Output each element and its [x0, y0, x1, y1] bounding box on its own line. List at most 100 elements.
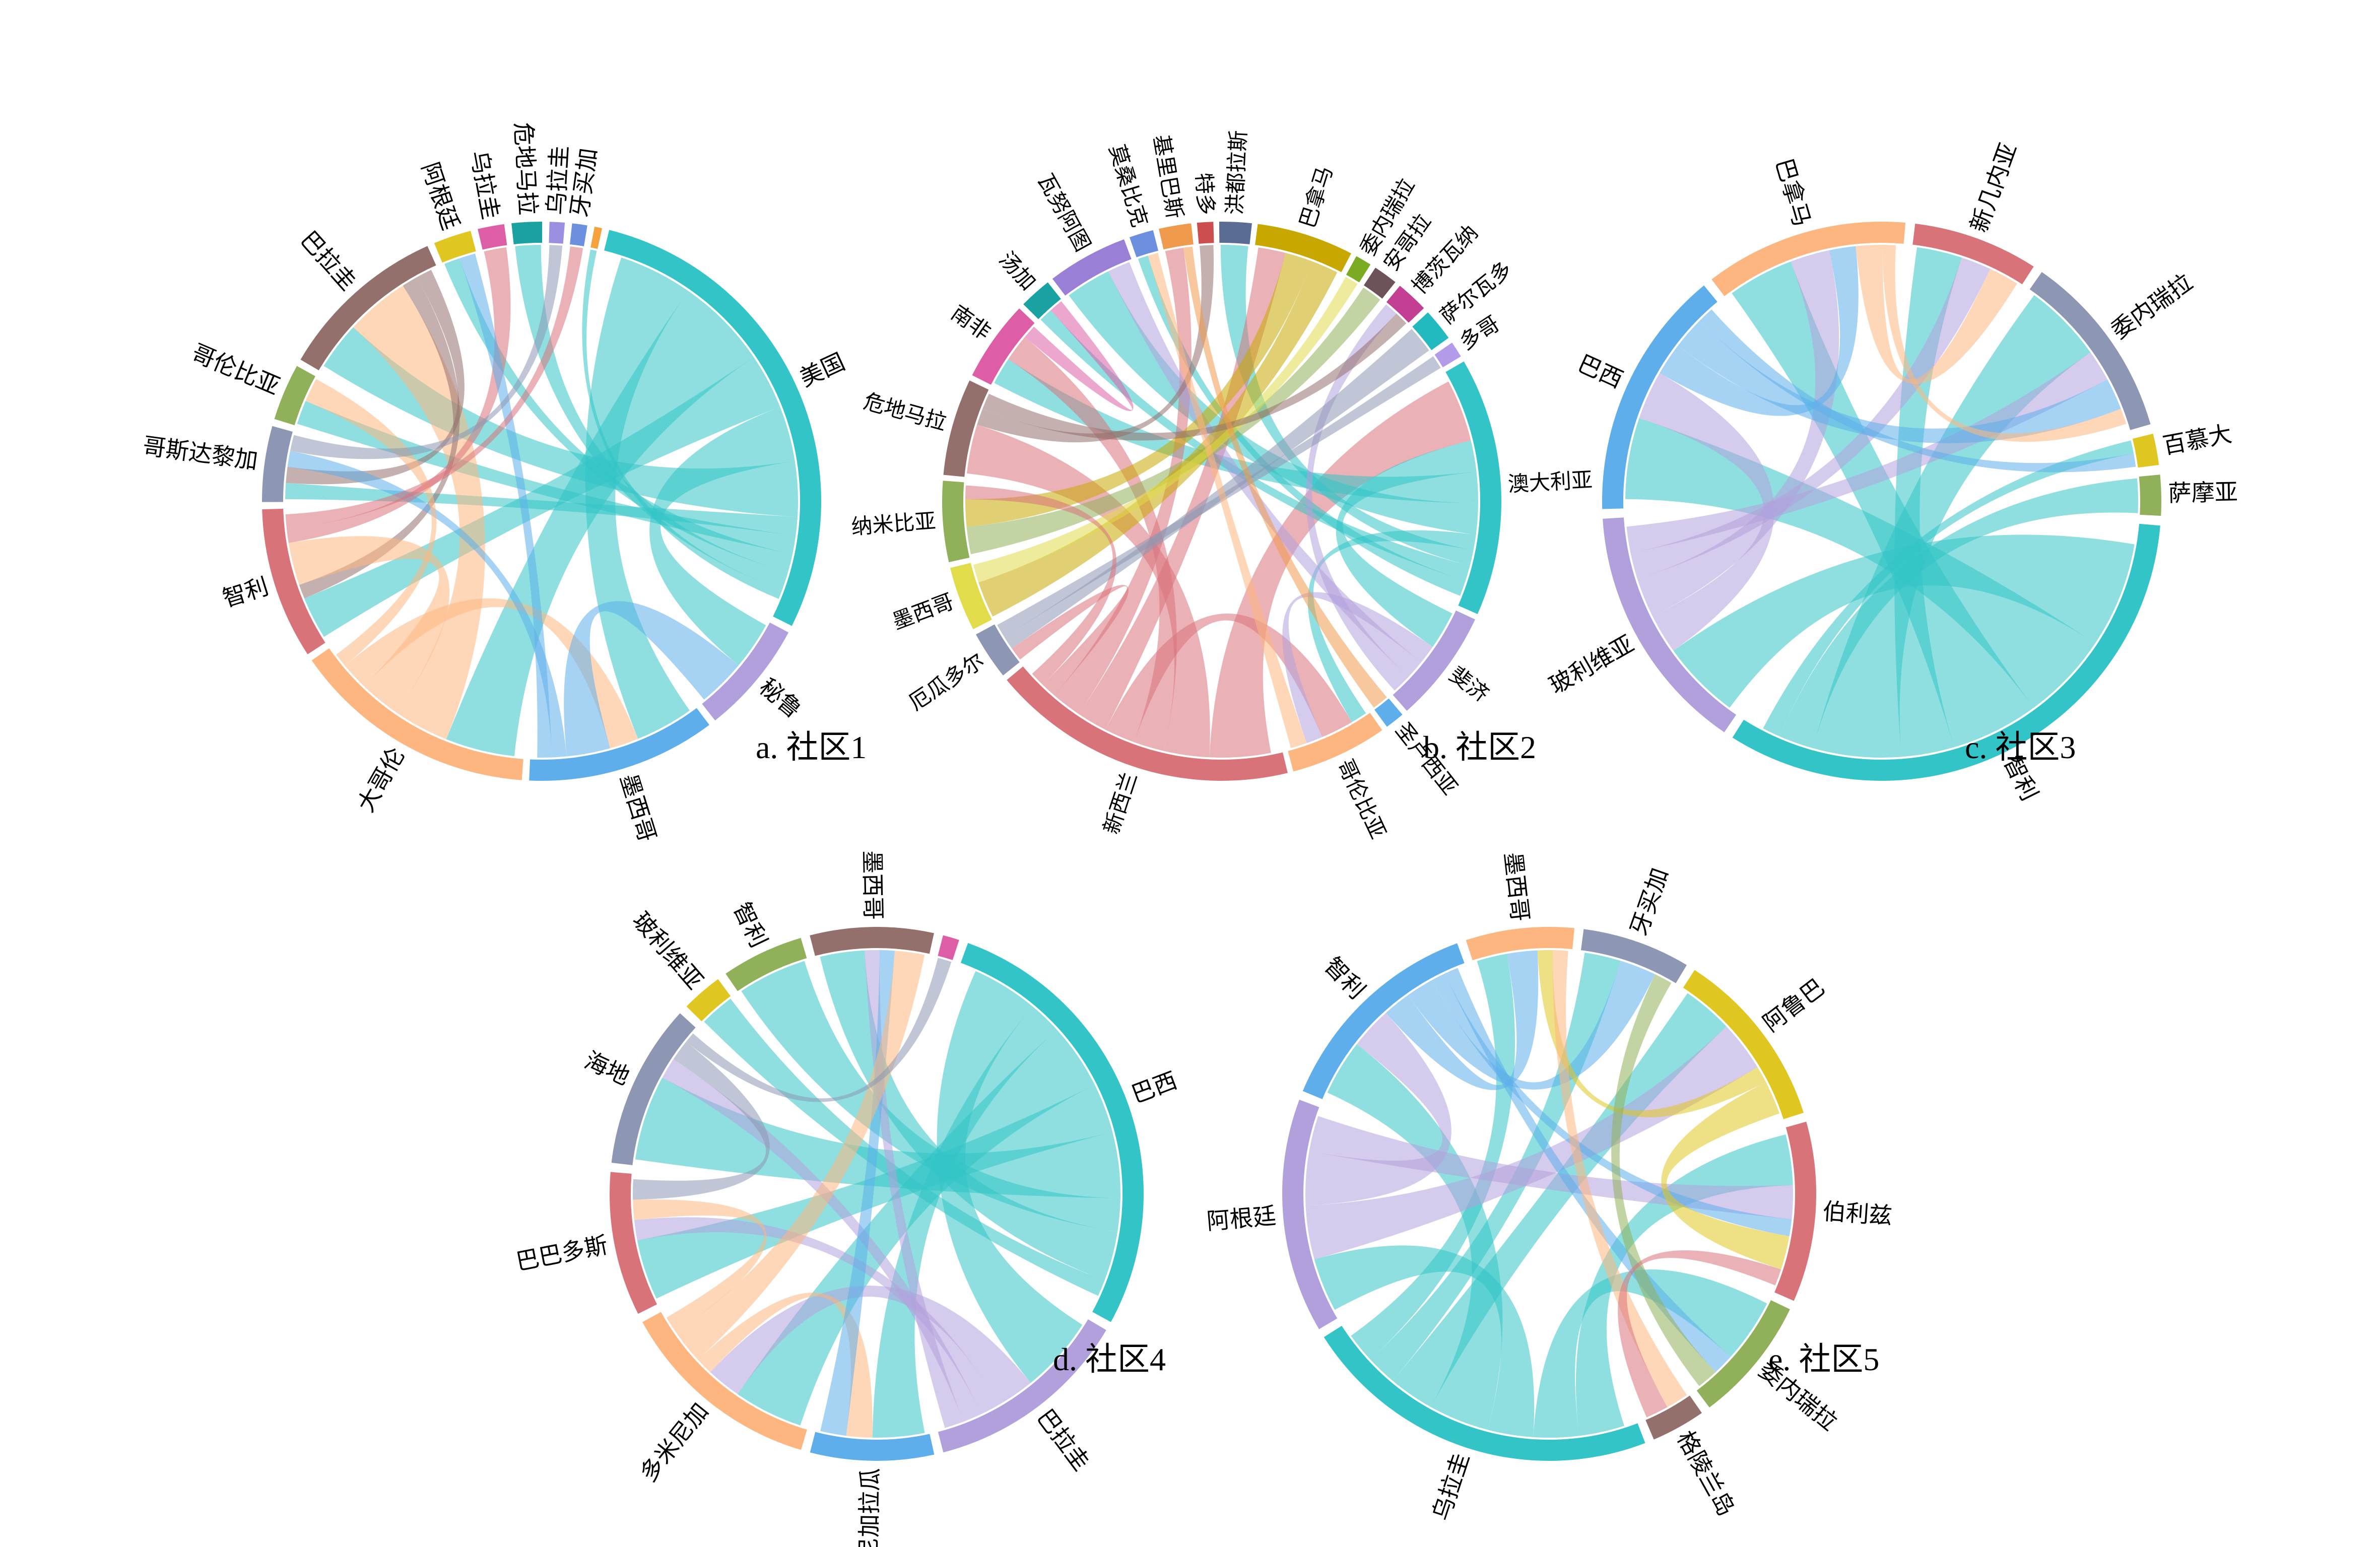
- chord-arc-7: [950, 563, 992, 630]
- chord-node-label: 墨西哥: [1499, 851, 1534, 923]
- chord-arc-5: [1912, 223, 2034, 285]
- chord-arc-7: [1302, 943, 1465, 1100]
- chord-arc-8: [300, 246, 436, 371]
- chord-arc-1: [1732, 523, 2160, 781]
- chord-arc-2: [1603, 517, 1737, 732]
- chord-node-label: 厄瓜多尔: [904, 648, 988, 715]
- chord-panel-2: 澳大利亚斐济圣卢西亚哥伦比亚新西兰厄瓜多尔墨西哥纳米比亚危地马拉南非汤加瓦努阿图…: [850, 130, 1593, 843]
- chord-node-label: 汤加: [994, 247, 1041, 295]
- chord-node-label: 尼加拉瓜: [855, 1467, 884, 1547]
- chord-node-label: 智利: [728, 898, 772, 952]
- chord-ribbon-23: [997, 356, 1441, 637]
- panel-caption-5: e. 社区5: [1768, 1341, 1879, 1377]
- chord-node-label: 乌拉圭: [466, 148, 505, 222]
- chord-ribbon-15: [1282, 592, 1433, 744]
- chord-node-label: 基里巴斯: [1149, 133, 1187, 221]
- chord-arc-9: [434, 231, 476, 263]
- panel-caption-4: d. 社区4: [1053, 1341, 1166, 1377]
- chord-arc-3: [1696, 1300, 1790, 1408]
- chord-node-label: 海地: [580, 1046, 634, 1090]
- ribbon-layer: [965, 244, 1479, 758]
- chord-node-label: 阿根廷: [1206, 1202, 1277, 1235]
- chord-ribbon-6: [741, 961, 1120, 1232]
- chord-arc-15: [1197, 222, 1214, 244]
- chord-ribbon-17: [1552, 950, 1687, 1407]
- chord-arc-7: [686, 979, 731, 1022]
- chord-arc-8: [1466, 927, 1575, 961]
- chord-node-label: 秘鲁: [754, 673, 807, 723]
- chord-arc-10: [972, 308, 1035, 385]
- chord-arc-13: [1129, 230, 1159, 257]
- ribbon-layer: [285, 245, 798, 758]
- chord-node-label: 墨西哥: [615, 771, 661, 845]
- chord-ribbon-10: [299, 277, 460, 598]
- chord-ribbon-14: [1012, 585, 1129, 696]
- chord-ribbon-16: [1108, 262, 1421, 677]
- chord-ribbon-12: [1079, 247, 1286, 730]
- chord-ribbon-15: [676, 951, 925, 1360]
- chord-arc-9: [810, 927, 934, 956]
- chord-ribbon-6: [1370, 953, 1621, 1381]
- chord-arc-4: [1288, 713, 1382, 772]
- chord-node-label: 玻利维亚: [627, 907, 708, 994]
- chord-ribbon-12: [288, 536, 450, 713]
- chord-ribbon-3: [1314, 1245, 1535, 1437]
- chord-node-label: 南非: [947, 300, 996, 345]
- chord-arc-6: [976, 624, 1020, 676]
- chord-arc-6: [1282, 1100, 1338, 1329]
- chord-ribbon-8: [704, 998, 1105, 1296]
- chord-ribbon-5: [323, 327, 798, 517]
- chord-node-label: 萨摩亚: [2168, 478, 2238, 507]
- chord-arc-5: [262, 508, 325, 654]
- chord-ribbon-2: [1533, 1269, 1767, 1438]
- chord-arc-9: [1580, 929, 1687, 983]
- chord-node-label: 斐济: [1445, 662, 1494, 707]
- chord-arc-7: [2132, 433, 2159, 468]
- chord-arc-11: [511, 222, 543, 244]
- chord-node-label: 智利: [219, 572, 272, 612]
- chord-arc-8: [725, 937, 807, 991]
- chord-arc-21: [1412, 312, 1449, 351]
- chord-node-label: 巴西: [1128, 1066, 1180, 1108]
- chord-arc-19: [1363, 267, 1396, 299]
- chord-node-label: 格陵兰岛: [1672, 1426, 1740, 1520]
- chord-arc-3: [529, 708, 709, 781]
- chord-ribbon-16: [1661, 1082, 1790, 1269]
- chord-ribbon-14: [1444, 968, 1731, 1372]
- ribbon-layer: [633, 950, 1120, 1438]
- chord-ribbon-12: [1660, 246, 1859, 416]
- chord-node-label: 乌拉圭: [1427, 1449, 1475, 1524]
- chord-node-label: 新几内亚: [1965, 140, 2022, 236]
- chord-ribbon-19: [1618, 1250, 1781, 1418]
- chord-node-label: 墨西哥: [889, 589, 957, 634]
- chord-arc-6: [611, 1013, 696, 1166]
- chord-node-label: 巴拉圭: [295, 226, 362, 296]
- chord-node-label: 特多: [1192, 172, 1219, 216]
- chord-ribbon-17: [633, 1041, 770, 1200]
- chord-ribbon-18: [459, 253, 552, 758]
- chord-arc-10: [478, 224, 507, 250]
- chord-arc-10: [938, 935, 959, 960]
- chord-node-label: 危地马拉: [861, 389, 949, 435]
- chord-ribbon-18: [966, 287, 1380, 555]
- chord-ribbon-8: [1305, 1026, 1758, 1260]
- chord-ribbon-3: [994, 359, 1479, 503]
- chord-ribbon-1: [1673, 534, 2135, 708]
- chord-ribbon-2: [446, 291, 754, 757]
- chord-node-label: 哥伦比亚: [188, 339, 284, 400]
- chord-arc-4: [1711, 221, 1906, 296]
- chord-node-label: 新西兰: [1099, 769, 1142, 837]
- chord-node-label: 委内瑞拉: [2106, 268, 2197, 345]
- chord-arc-4: [311, 648, 523, 780]
- chord-arc-2: [1393, 610, 1475, 711]
- chord-ribbon-3: [1732, 261, 2034, 748]
- chord-node-label: 瓦努阿图: [1033, 169, 1095, 255]
- panel-caption-1: a. 社区1: [756, 729, 867, 765]
- chord-ribbon-6: [1779, 478, 2139, 749]
- chord-arc-5: [1324, 1325, 1645, 1461]
- chord-ribbon-15: [287, 450, 567, 758]
